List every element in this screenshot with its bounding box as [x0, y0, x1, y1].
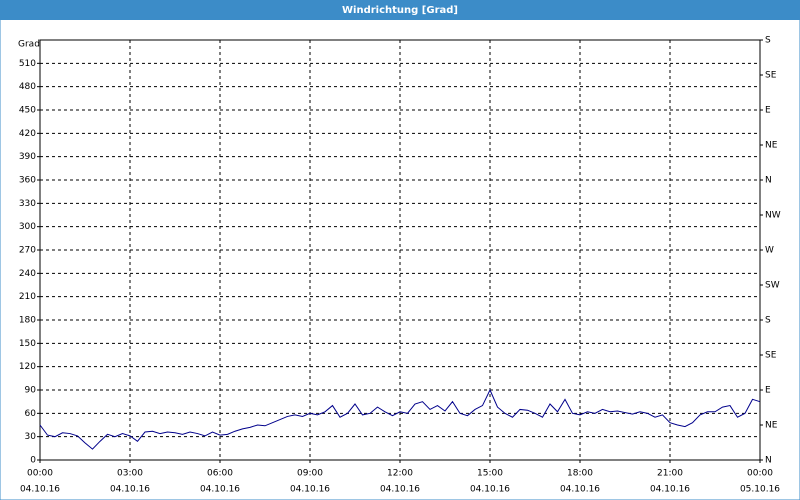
y-tick-label: 240	[19, 269, 36, 279]
x-tick-label: 15:00	[477, 469, 503, 479]
x-tick-label: 12:00	[387, 469, 413, 479]
y-tick-label: 120	[19, 362, 36, 372]
x-tick-label: 03:00	[117, 469, 143, 479]
y-tick-label: 90	[25, 386, 37, 396]
x-tick-label: 06:00	[207, 469, 233, 479]
x-tick-date: 04.10.16	[380, 485, 420, 495]
y-tick-label: 270	[19, 246, 36, 256]
y2-tick-label: NW	[765, 211, 781, 221]
y2-tick-label: N	[765, 456, 772, 466]
x-tick-label: 18:00	[567, 469, 593, 479]
chart-title: Windrichtung [Grad]	[342, 5, 458, 16]
x-tick-label: 09:00	[297, 469, 323, 479]
y-tick-label: 510	[19, 59, 36, 69]
y-tick-label: 180	[19, 316, 36, 326]
x-tick-date: 04.10.16	[290, 485, 330, 495]
y-tick-label: 360	[19, 176, 36, 186]
y-tick-label: 300	[19, 222, 36, 232]
y-tick-label: 480	[19, 82, 36, 92]
y-tick-label: 450	[19, 106, 36, 116]
y2-tick-label: W	[765, 246, 774, 256]
x-tick-label: 00:00	[27, 469, 53, 479]
y-tick-label: 210	[19, 292, 36, 302]
data-line	[39, 388, 761, 450]
y-tick-label: 0	[30, 456, 36, 466]
y2-tick-label: NE	[765, 421, 778, 431]
title-bar	[0, 0, 800, 20]
x-tick-date: 04.10.16	[560, 485, 600, 495]
y2-tick-label: NE	[765, 141, 778, 151]
y2-tick-label: S	[765, 316, 771, 326]
y2-tick-label: S	[765, 36, 771, 46]
y-tick-label: 330	[19, 199, 36, 209]
y-axis-label: Grad	[18, 40, 40, 50]
x-tick-date: 04.10.16	[470, 485, 510, 495]
x-tick-date: 04.10.16	[200, 485, 240, 495]
y2-tick-label: SE	[765, 71, 777, 81]
y2-tick-label: N	[765, 176, 772, 186]
y2-tick-label: E	[765, 106, 771, 116]
y-tick-label: 30	[25, 432, 37, 442]
x-tick-date: 04.10.16	[110, 485, 150, 495]
x-tick-label: 00:00	[747, 469, 773, 479]
y-tick-label: 150	[19, 339, 36, 349]
x-tick-date: 05.10.16	[740, 485, 780, 495]
y2-tick-label: E	[765, 386, 771, 396]
y-tick-label: 420	[19, 129, 36, 139]
y-tick-label: 60	[25, 409, 37, 419]
x-tick-label: 21:00	[657, 469, 683, 479]
y2-tick-label: SE	[765, 351, 777, 361]
x-tick-date: 04.10.16	[650, 485, 690, 495]
x-tick-date: 04.10.16	[20, 485, 60, 495]
y2-tick-label: SW	[765, 281, 780, 291]
y-tick-label: 390	[19, 152, 36, 162]
